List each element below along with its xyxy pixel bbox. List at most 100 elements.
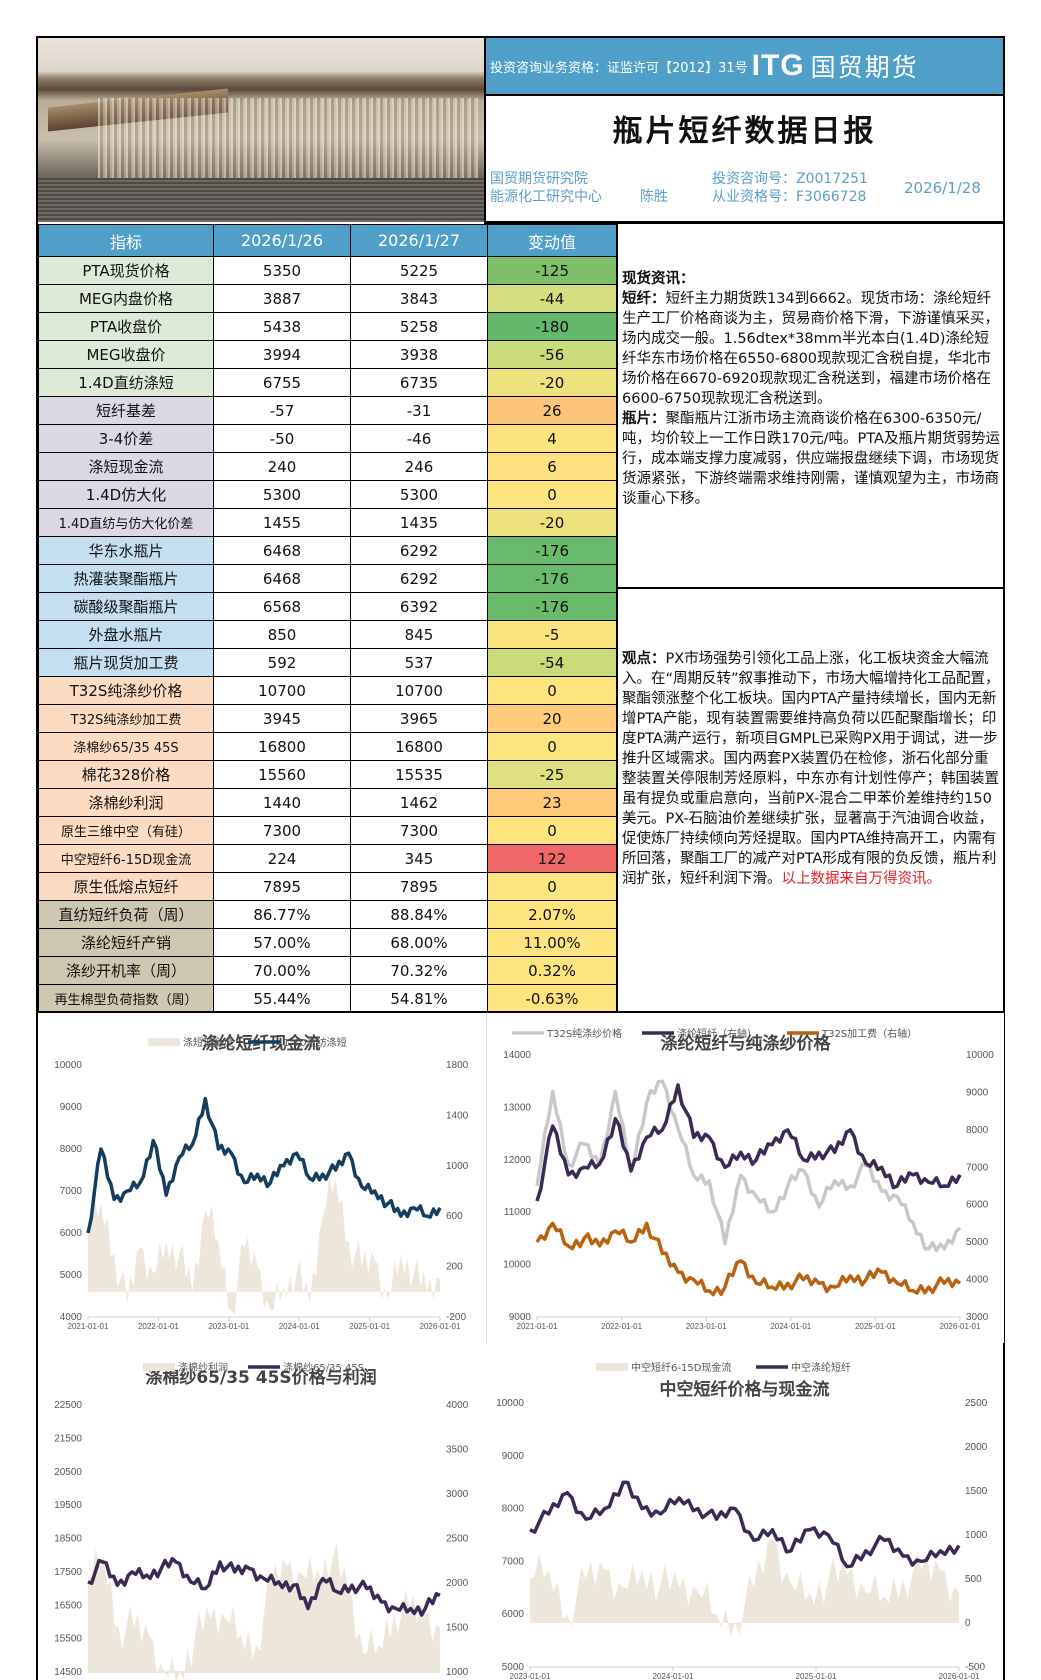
indicator-cell: 中空短纤6-15D现金流 [38, 844, 214, 873]
svg-text:2021-01-01: 2021-01-01 [517, 1322, 558, 1331]
data-source-note: 以上数据来自万得资讯。 [781, 871, 942, 887]
svg-text:200: 200 [446, 1262, 463, 1273]
svg-text:1400: 1400 [446, 1110, 469, 1121]
value-date1-cell: -50 [213, 424, 351, 453]
value-date1-cell: 57.00% [213, 928, 351, 957]
svg-text:2500: 2500 [446, 1534, 469, 1545]
value-date1-cell: 5438 [213, 312, 351, 341]
svg-text:中空涤纶短纤: 中空涤纶短纤 [791, 1361, 851, 1374]
svg-text:2000: 2000 [965, 1442, 988, 1453]
indicator-cell: 再生棉型负荷指数（周） [38, 984, 214, 1013]
svg-text:21500: 21500 [54, 1433, 82, 1444]
svg-text:4000: 4000 [446, 1400, 469, 1411]
indicator-cell: 华东水瓶片 [38, 536, 214, 565]
indicator-cell: 1.4D直纺与仿大化价差 [38, 508, 214, 537]
value-date1-cell: 592 [213, 648, 351, 677]
svg-text:3000: 3000 [446, 1489, 469, 1500]
table-row: 1.4D仿大化 5300 5300 0 [38, 480, 617, 509]
svg-text:17500: 17500 [54, 1567, 82, 1578]
value-date2-cell: 3843 [350, 284, 488, 313]
svg-text:8000: 8000 [966, 1125, 989, 1136]
table-row: PTA现货价格 5350 5225 -125 [38, 256, 617, 285]
value-date1-cell: 6468 [213, 564, 351, 593]
value-date2-cell: 88.84% [350, 900, 488, 929]
table-row: 外盘水瓶片 850 845 -5 [38, 620, 617, 649]
table-row: PTA收盘价 5438 5258 -180 [38, 312, 617, 341]
line-series [87, 1556, 441, 1617]
value-date1-cell: 3945 [213, 704, 351, 733]
price-data-table: 指标 2026/1/26 2026/1/27 变动值 PTA现货价格 5350 52… [38, 224, 617, 1013]
svg-text:7000: 7000 [60, 1186, 83, 1197]
change-cell: 0 [487, 816, 617, 845]
svg-text:2026-01-01: 2026-01-01 [940, 1322, 981, 1331]
svg-text:500: 500 [965, 1574, 982, 1585]
line-series [535, 1221, 962, 1297]
report-date: 2026/1/28 [904, 179, 981, 197]
indicator-cell: 3-4价差 [38, 424, 214, 453]
header-main: 瓶片短纤数据日报 国贸期货研究院 能源化工研究中心 陈胜 投资咨询号：Z0017… [484, 96, 1003, 224]
area-series [88, 1177, 440, 1316]
indicator-cell: T32S纯涤纱价格 [38, 676, 214, 705]
indicator-cell: 短纤基差 [38, 396, 214, 425]
table-row: 中空短纤6-15D现金流 224 345 122 [38, 844, 617, 873]
col-header-change: 变动值 [487, 224, 617, 257]
opinion-text: PX市场强势引领化工品上涨，化工板块资金大幅流入。在“周期反转”叙事推动下，市场… [622, 651, 1000, 887]
svg-text:7000: 7000 [966, 1162, 989, 1173]
svg-text:2026-01-01: 2026-01-01 [939, 1672, 980, 1680]
change-cell: -56 [487, 340, 617, 369]
table-row: 直纺短纤负荷（周） 86.77% 88.84% 2.07% [38, 900, 617, 929]
table-row: 棉花328价格 15560 15535 -25 [38, 760, 617, 789]
svg-text:2500: 2500 [965, 1398, 988, 1409]
svg-text:1800: 1800 [446, 1060, 469, 1071]
chart-title: 涤纶短纤现金流 [201, 1034, 321, 1054]
value-date2-cell: 5300 [350, 480, 488, 509]
value-date1-cell: 1440 [213, 788, 351, 817]
line-series [529, 1480, 961, 1569]
value-date2-cell: 10700 [350, 676, 488, 705]
value-date2-cell: 845 [350, 620, 488, 649]
value-date2-cell: 15535 [350, 760, 488, 789]
chart-title: 中空短纤价格与现金流 [659, 1380, 830, 1400]
svg-text:9000: 9000 [60, 1102, 83, 1113]
value-date1-cell: 224 [213, 844, 351, 873]
change-cell: 0 [487, 732, 617, 761]
change-cell: 6 [487, 452, 617, 481]
header-photo-loom [38, 38, 484, 222]
value-date2-cell: 6292 [350, 564, 488, 593]
change-cell: 26 [487, 396, 617, 425]
change-cell: 11.00% [487, 928, 617, 957]
svg-text:7000: 7000 [502, 1556, 525, 1567]
svg-text:-200: -200 [446, 1312, 466, 1323]
value-date2-cell: 16800 [350, 732, 488, 761]
value-date2-cell: 5258 [350, 312, 488, 341]
change-cell: -25 [487, 760, 617, 789]
change-cell: 2.07% [487, 900, 617, 929]
svg-text:11000: 11000 [504, 1207, 532, 1218]
change-cell: -0.63% [487, 984, 617, 1013]
value-date2-cell: 68.00% [350, 928, 488, 957]
svg-text:2021-01-01: 2021-01-01 [68, 1322, 109, 1331]
change-cell: 0 [487, 872, 617, 901]
svg-text:10000: 10000 [966, 1050, 994, 1061]
table-header-row: 指标 2026/1/26 2026/1/27 变动值 [38, 224, 617, 257]
svg-text:1000: 1000 [965, 1530, 988, 1541]
svg-text:中空短纤6-15D现金流: 中空短纤6-15D现金流 [631, 1361, 731, 1374]
svg-text:10000: 10000 [503, 1260, 531, 1271]
chart-psf-vs-yarn-price: 涤纶短纤与纯涤纱价格 14000 13000 12000 11000 10000 9000… [486, 1013, 1004, 1343]
chart-title: 涤纶短纤与纯涤纱价格 [660, 1034, 831, 1054]
svg-text:1.4D直纺涤短: 1.4D直纺涤短 [283, 1036, 347, 1049]
value-date2-cell: 6292 [350, 536, 488, 565]
table-row: T32S纯涤纱加工费 3945 3965 20 [38, 704, 617, 733]
value-date2-cell: 537 [350, 648, 488, 677]
change-cell: -20 [487, 368, 617, 397]
value-date1-cell: 10700 [213, 676, 351, 705]
change-cell: -176 [487, 536, 617, 565]
indicator-cell: 原生低熔点短纤 [38, 872, 214, 901]
svg-text:涤纶短纤（右轴）: 涤纶短纤（右轴） [677, 1027, 757, 1040]
svg-text:1500: 1500 [446, 1623, 469, 1634]
consult-number: 投资咨询号：Z0017251 [712, 171, 868, 187]
table-row: 原生低熔点短纤 7895 7895 0 [38, 872, 617, 901]
line-series [535, 1079, 962, 1253]
chart-psf-cashflow: 涤纶短纤现金流 10000 9000 8000 7000 6000 5000 4000 180… [38, 1013, 484, 1343]
table-row: 涤短现金流 240 246 6 [38, 452, 617, 481]
